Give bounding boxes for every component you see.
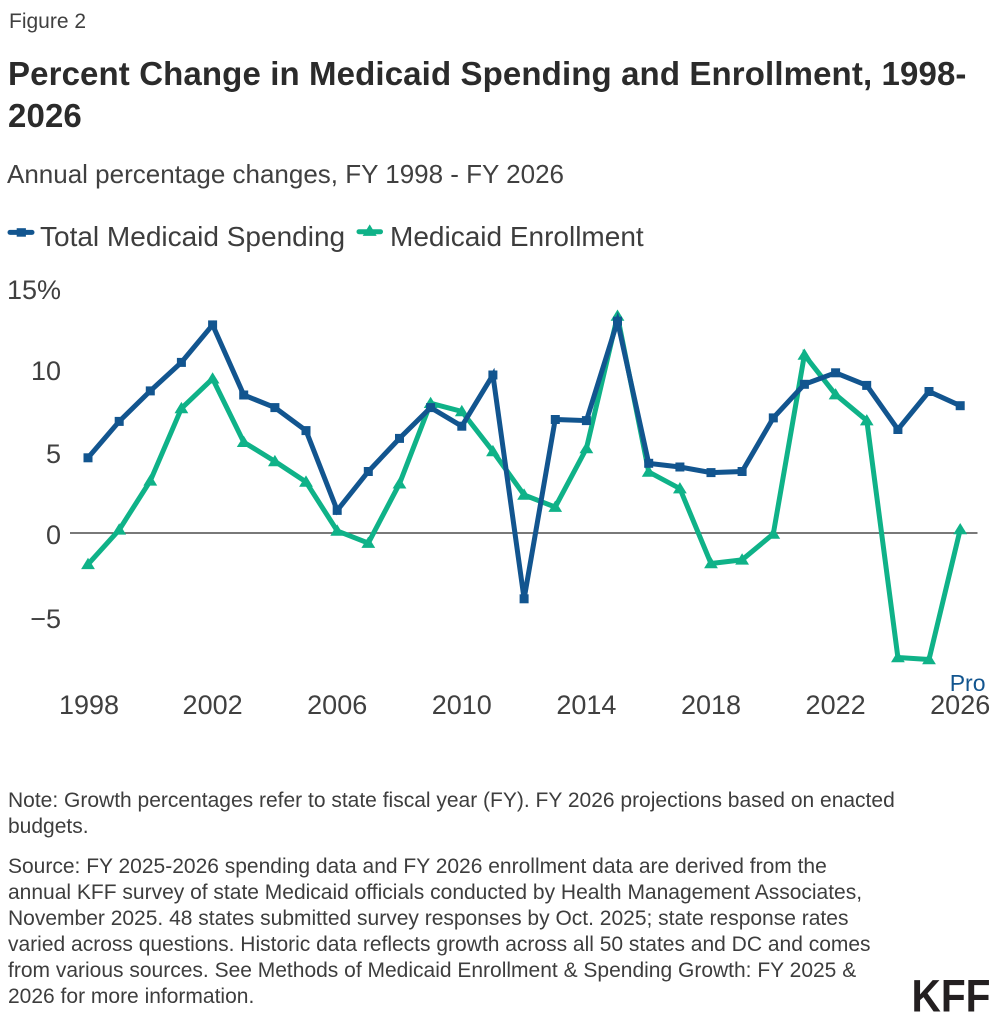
svg-text:2026: 2026 — [930, 690, 990, 720]
svg-text:1998: 1998 — [59, 690, 119, 720]
svg-text:2022: 2022 — [806, 690, 866, 720]
svg-text:2014: 2014 — [556, 690, 616, 720]
svg-text:5: 5 — [46, 439, 61, 469]
svg-text:−5: −5 — [30, 604, 61, 634]
svg-text:2006: 2006 — [307, 690, 367, 720]
svg-text:0: 0 — [46, 520, 61, 550]
svg-text:10: 10 — [31, 356, 61, 386]
svg-text:2010: 2010 — [432, 690, 492, 720]
svg-text:15%: 15% — [7, 275, 61, 305]
svg-text:2002: 2002 — [183, 690, 243, 720]
svg-text:Pro: Pro — [950, 670, 986, 696]
svg-text:2018: 2018 — [681, 690, 741, 720]
svg-text:KFF: KFF — [912, 970, 991, 1021]
